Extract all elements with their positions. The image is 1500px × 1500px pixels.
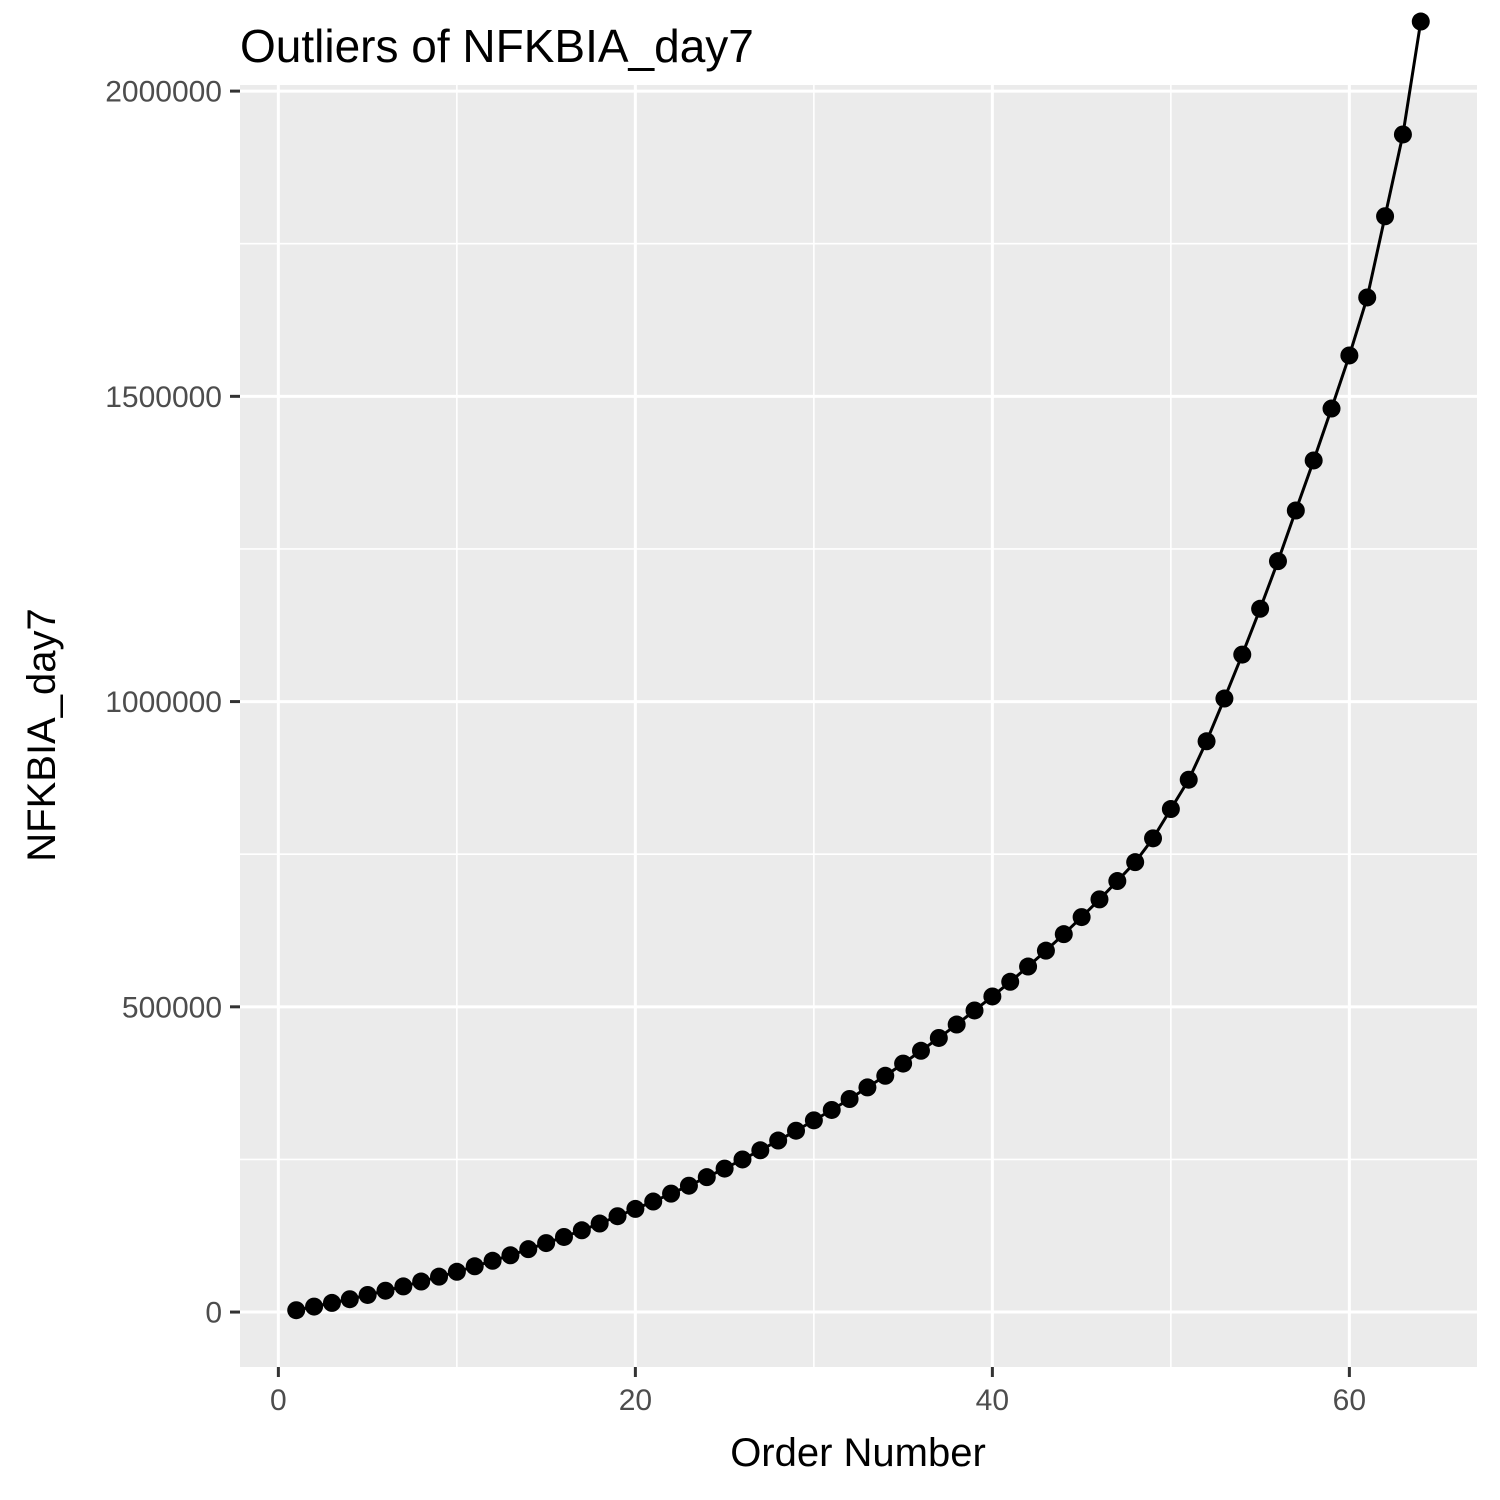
data-point — [1268, 552, 1287, 571]
data-point — [1376, 207, 1395, 226]
x-axis-title: Order Number — [730, 1431, 986, 1475]
data-point — [1179, 770, 1198, 789]
data-point — [751, 1141, 770, 1160]
data-point — [822, 1100, 841, 1119]
data-points — [287, 12, 1430, 1320]
data-point — [947, 1015, 966, 1034]
data-point — [715, 1159, 734, 1178]
data-point — [590, 1214, 609, 1233]
data-point — [554, 1227, 573, 1246]
data-series — [295, 21, 1423, 1312]
data-point — [1197, 732, 1216, 751]
data-point — [1411, 12, 1430, 31]
x-tick-label: 0 — [270, 1384, 287, 1417]
axis-tick-marks — [230, 89, 1351, 1377]
data-point — [1304, 451, 1323, 470]
data-point — [1126, 853, 1145, 872]
data-point — [358, 1285, 377, 1304]
data-point — [662, 1184, 681, 1203]
series-line — [295, 21, 1423, 1312]
data-point — [376, 1281, 395, 1300]
data-point — [465, 1257, 484, 1276]
data-point — [911, 1041, 930, 1060]
data-point — [733, 1150, 752, 1169]
data-point — [1358, 288, 1377, 307]
data-point — [1019, 957, 1038, 976]
data-point — [697, 1168, 716, 1187]
y-tick-label: 1500000 — [105, 381, 222, 414]
plot-panel — [240, 85, 1477, 1367]
data-point — [1233, 645, 1252, 664]
data-point — [501, 1246, 520, 1265]
data-point — [305, 1297, 324, 1316]
y-tick-label: 500000 — [122, 991, 222, 1024]
data-point — [519, 1240, 538, 1259]
data-point — [322, 1293, 341, 1312]
data-point — [1161, 800, 1180, 819]
y-tick-label: 1000000 — [105, 686, 222, 719]
data-point — [287, 1301, 306, 1320]
data-point — [876, 1066, 895, 1085]
data-point — [447, 1262, 466, 1281]
data-point — [572, 1221, 591, 1240]
data-point — [858, 1078, 877, 1097]
x-tick-label: 40 — [976, 1384, 1009, 1417]
data-point — [537, 1234, 556, 1253]
data-point — [840, 1090, 859, 1109]
data-point — [1072, 908, 1091, 927]
y-axis-title: NFKBIA_day7 — [20, 608, 64, 861]
data-point — [430, 1267, 449, 1286]
data-point — [483, 1251, 502, 1270]
data-point — [929, 1028, 948, 1047]
y-tick-label: 0 — [205, 1297, 222, 1330]
data-point — [394, 1277, 413, 1296]
data-point — [787, 1121, 806, 1140]
data-point — [1215, 689, 1234, 708]
data-point — [679, 1176, 698, 1195]
chart-title: Outliers of NFKBIA_day7 — [240, 20, 754, 72]
y-tick-label: 2000000 — [105, 76, 222, 109]
data-point — [626, 1199, 645, 1218]
data-point — [804, 1111, 823, 1130]
data-point — [1393, 125, 1412, 144]
data-point — [894, 1054, 913, 1073]
data-point — [412, 1272, 431, 1291]
x-tick-label: 20 — [619, 1384, 652, 1417]
data-point — [1036, 941, 1055, 960]
data-point — [340, 1290, 359, 1309]
data-point — [983, 987, 1002, 1006]
data-point — [608, 1207, 627, 1226]
major-gridlines — [240, 85, 1477, 1367]
data-point — [1340, 346, 1359, 365]
minor-gridlines — [240, 85, 1477, 1367]
data-point — [1286, 501, 1305, 520]
data-point — [1251, 599, 1270, 618]
data-point — [1108, 872, 1127, 891]
data-point — [769, 1131, 788, 1150]
data-point — [965, 1001, 984, 1020]
x-tick-label: 60 — [1333, 1384, 1366, 1417]
data-point — [644, 1192, 663, 1211]
data-point — [1090, 890, 1109, 909]
data-point — [1054, 925, 1073, 944]
data-point — [1322, 399, 1341, 418]
data-point — [1001, 972, 1020, 991]
axis-tick-labels: 0 20 40 60 0 500000 1000000 1500000 2000000 — [105, 76, 1366, 1417]
data-point — [1144, 829, 1163, 848]
